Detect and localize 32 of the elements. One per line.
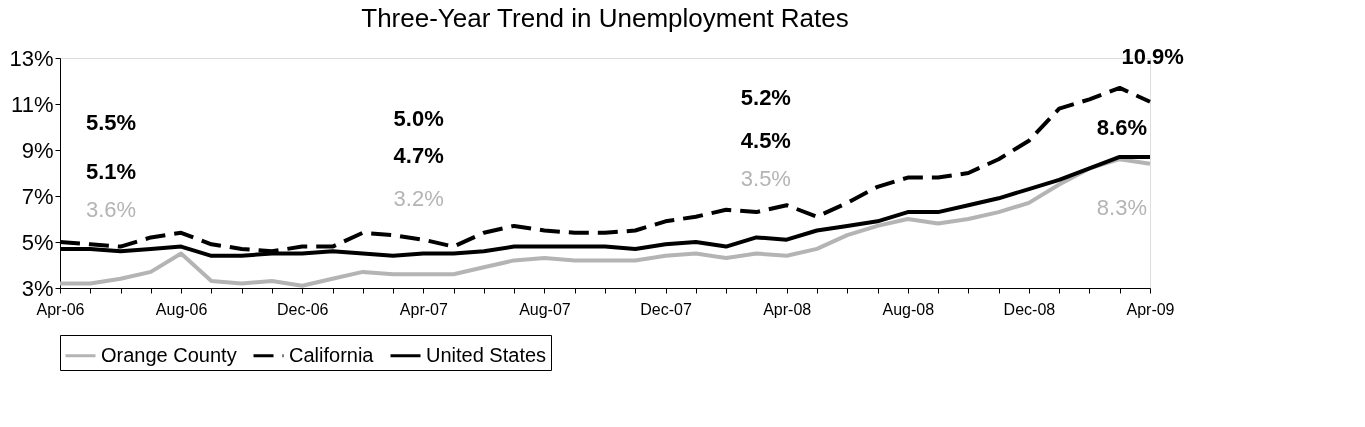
annotation: 8.6% xyxy=(1096,115,1147,141)
x-tick-label: Aug-08 xyxy=(882,300,935,318)
legend-label: United States xyxy=(426,343,547,366)
y-tick-label: 7% xyxy=(21,183,54,209)
annotation: 3.2% xyxy=(393,186,444,212)
y-tick-label: 13% xyxy=(9,45,54,71)
y-tick-label: 5% xyxy=(21,229,54,255)
legend-label: California xyxy=(289,343,375,366)
x-tick-label: Dec-06 xyxy=(276,300,329,318)
annotation: 5.2% xyxy=(740,84,791,110)
x-tick-label: Apr-08 xyxy=(763,300,812,318)
y-tick-label: 3% xyxy=(21,275,54,301)
annotation: 10.9% xyxy=(1121,44,1184,70)
annotation: 5.5% xyxy=(85,110,137,136)
annotation: 3.6% xyxy=(85,197,137,223)
x-tick-label: Apr-09 xyxy=(1126,300,1175,318)
annotation: 8.3% xyxy=(1096,195,1147,221)
x-tick-label: Dec-07 xyxy=(640,300,692,318)
x-tick-label: Dec-08 xyxy=(1003,300,1056,318)
annotation: 4.5% xyxy=(740,127,791,153)
annotation: 5.1% xyxy=(85,159,137,185)
annotation: 4.7% xyxy=(393,143,444,169)
annotation: 3.5% xyxy=(740,165,791,191)
y-tick-label: 11% xyxy=(11,91,54,117)
annotation: 5.0% xyxy=(393,106,444,132)
chart-title: Three-Year Trend in Unemployment Rates xyxy=(361,3,849,34)
x-tick-label: Aug-06 xyxy=(155,300,208,318)
x-tick-label: Aug-07 xyxy=(519,300,571,318)
legend-label: Orange County xyxy=(101,343,237,366)
x-tick-label: Apr-07 xyxy=(399,300,448,318)
y-tick-label: 9% xyxy=(21,137,54,163)
x-tick-label: Apr-06 xyxy=(36,300,85,318)
